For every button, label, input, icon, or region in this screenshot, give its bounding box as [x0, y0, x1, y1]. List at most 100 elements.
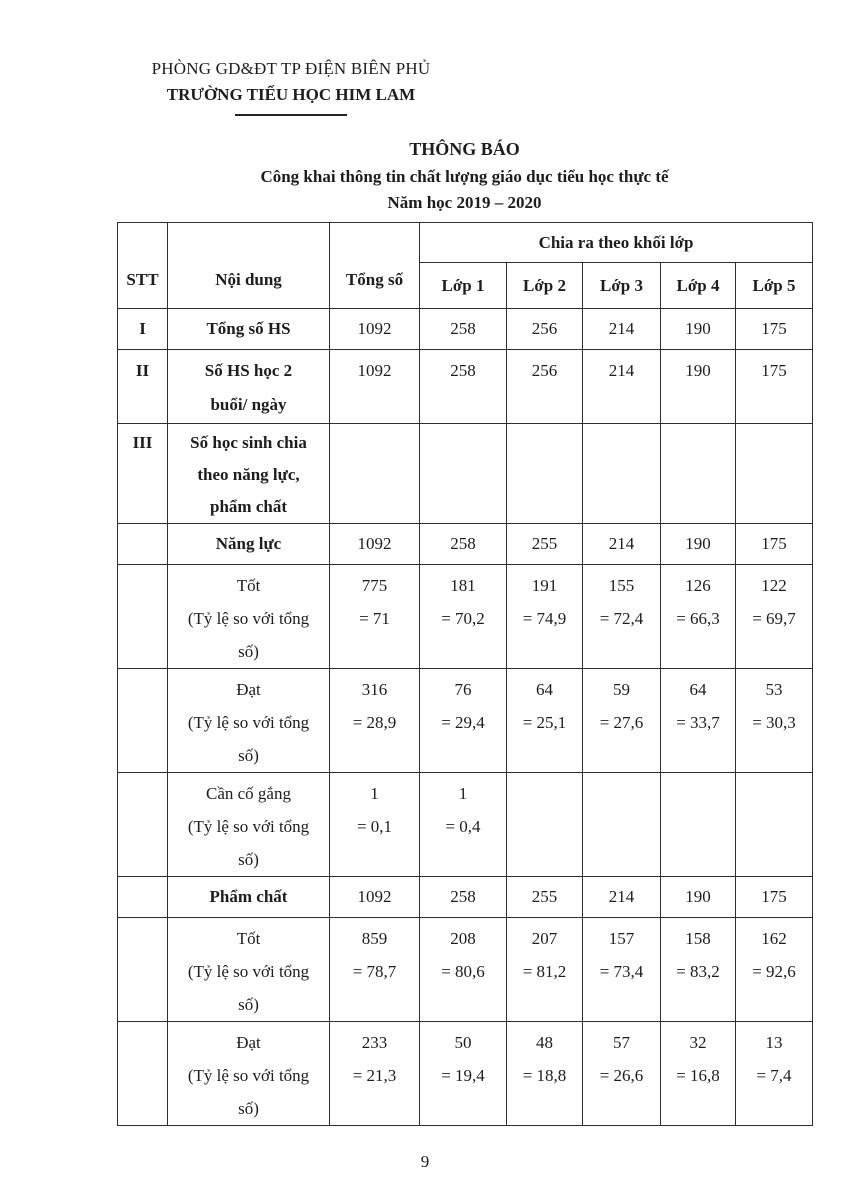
label-cell: Số học sinh chia theo năng lực, phẩm chất [167, 423, 330, 524]
value-count: 258 [450, 319, 476, 338]
value-count: 214 [608, 534, 635, 553]
label-line: Tốt [236, 929, 261, 948]
value-count: 1092 [357, 361, 392, 380]
value-count: 122 [761, 576, 787, 595]
value-percent: = 74,9 [522, 609, 567, 628]
label-cell: Tốt (Tỷ lệ so với tổng số) [167, 564, 330, 669]
class-value-cell [660, 423, 736, 524]
class-value-cell: 258 [419, 876, 507, 918]
label-subline: số) [238, 746, 259, 765]
label-line: Phẩm chất [209, 887, 288, 906]
label-cell: Cần cố gắng (Tỷ lệ so với tổng số) [167, 772, 330, 877]
label-subline: (Tỷ lệ so với tổng [187, 713, 310, 732]
class-header-row: Lớp 1 Lớp 2 Lớp 3 Lớp 4 Lớp 5 [118, 262, 814, 309]
value-count: 50 [454, 1033, 472, 1052]
total-cell: 1092 [329, 349, 420, 424]
value-count: 190 [685, 887, 711, 906]
table-row: II Số HS học 2 buổi/ ngày 1092 258 256 214 190 1… [117, 349, 814, 424]
total-cell: 1092 [329, 308, 420, 350]
label-cell: Đạt (Tỷ lệ so với tổng số) [167, 668, 330, 773]
label-line: theo năng lực, [197, 465, 300, 484]
value-count: 57 [613, 1033, 630, 1052]
value-percent: = 83,2 [676, 962, 720, 981]
class-value-cell: 191 = 74,9 [506, 564, 583, 669]
label-subline: (Tỷ lệ so với tổng [187, 609, 310, 628]
class-header-cell: Lớp 3 [582, 262, 661, 309]
value-count: 155 [608, 576, 635, 595]
report-table: STT Nội dung Tổng số Chia ra theo khối l… [117, 222, 814, 1126]
value-percent: = 18,8 [522, 1066, 567, 1085]
title-block: THÔNG BÁO Công khai thông tin chất lượng… [117, 139, 812, 213]
document-subtitle: Công khai thông tin chất lượng giáo dục … [260, 167, 669, 186]
class-value-cell: 214 [582, 523, 661, 565]
class-value-cell: 255 [506, 523, 583, 565]
label-subline: (Tỷ lệ so với tổng [187, 1066, 310, 1085]
class-value-cell: 256 [506, 308, 583, 350]
class-header-cell: Lớp 4 [660, 262, 736, 309]
value-count: 1092 [357, 319, 392, 338]
value-percent: = 30,3 [752, 713, 796, 732]
class-value-cell: 256 [506, 349, 583, 424]
label-line: Tốt [236, 576, 261, 595]
value-percent: = 92,6 [752, 962, 796, 981]
org-header: PHÒNG GD&ĐT TP ĐIỆN BIÊN PHỦ TRƯỜNG TIỂU… [138, 57, 444, 116]
value-count: 207 [531, 929, 558, 948]
class-value-cell: 208 = 80,6 [419, 917, 507, 1022]
class-value-cell: 157 = 73,4 [582, 917, 661, 1022]
value-count: 48 [536, 1033, 553, 1052]
stt-cell [117, 523, 168, 565]
class-value-cell: 155 = 72,4 [582, 564, 661, 669]
class-value-cell: 57 = 26,6 [582, 1021, 661, 1126]
class-value-cell [506, 423, 583, 524]
table-row: Đạt (Tỷ lệ so với tổng số) 316 = 28,9 76 = 29,… [117, 668, 814, 773]
class-value-cell [419, 423, 507, 524]
stt-cell: III [117, 423, 168, 524]
label-line: Đạt [236, 1033, 261, 1052]
label-cell: Tổng số HS [167, 308, 330, 350]
class-header-cell: Lớp 1 [419, 262, 507, 309]
label-cell: Số HS học 2 buổi/ ngày [167, 349, 330, 424]
value-count: 158 [685, 929, 711, 948]
value-count: 775 [361, 576, 388, 595]
class-value-cell: 64 = 33,7 [660, 668, 736, 773]
value-percent: = 19,4 [441, 1066, 485, 1085]
stt-cell [117, 668, 168, 773]
label-line: Tổng số HS [206, 319, 291, 338]
value-count: 162 [761, 929, 787, 948]
table-row: III Số học sinh chia theo năng lực, phẩm ch… [117, 423, 814, 524]
header-noi-dung: Nội dung [167, 222, 330, 309]
label-cell: Phẩm chất [167, 876, 330, 918]
class-value-cell: 258 [419, 523, 507, 565]
class-header-cell: Lớp 2 [506, 262, 583, 309]
total-cell: 1092 [329, 876, 420, 918]
class-value-cell: 13 = 7,4 [734, 1021, 814, 1126]
label-subline: số) [238, 1099, 259, 1118]
class-value-cell [734, 423, 814, 524]
value-count: 13 [765, 1033, 783, 1052]
label-cell: Năng lực [167, 523, 330, 565]
value-count: 190 [685, 534, 711, 553]
value-count: 859 [361, 929, 388, 948]
label-line: phẩm chất [210, 497, 287, 516]
stt-cell [117, 917, 168, 1022]
class-value-cell: 122 = 69,7 [734, 564, 814, 669]
class-value-cell: 162 = 92,6 [734, 917, 814, 1022]
value-count: 190 [685, 361, 711, 380]
value-count: 258 [450, 534, 476, 553]
label-subline: (Tỷ lệ so với tổng [187, 817, 310, 836]
total-cell: 233 = 21,3 [329, 1021, 420, 1126]
school-year: Năm học 2019 – 2020 [387, 193, 542, 212]
school-name: TRƯỜNG TIỂU HỌC HIM LAM [166, 85, 416, 104]
class-value-cell: 175 [734, 876, 814, 918]
value-count: 175 [761, 319, 787, 338]
value-count: 233 [361, 1033, 388, 1052]
value-percent: = 69,7 [752, 609, 796, 628]
class-value-cell: 190 [660, 349, 736, 424]
label-subline: số) [238, 995, 259, 1014]
value-count: 175 [761, 887, 787, 906]
value-percent: = 81,2 [522, 962, 567, 981]
class-value-cell: 59 = 27,6 [582, 668, 661, 773]
value-percent: = 25,1 [522, 713, 567, 732]
value-count: 258 [450, 887, 476, 906]
class-value-cell: 207 = 81,2 [506, 917, 583, 1022]
